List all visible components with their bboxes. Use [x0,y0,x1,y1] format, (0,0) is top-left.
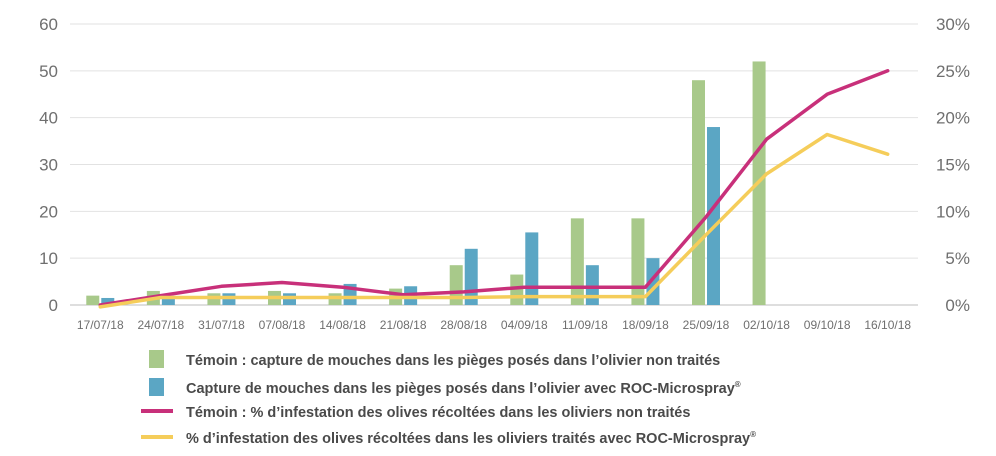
y-tick-left: 0 [49,296,58,315]
legend-swatch-control-infestation [141,409,173,413]
x-tick: 17/07/18 [77,318,124,332]
legend-label-treated-captures: Capture de mouches dans les pièges posés… [186,380,741,397]
y-tick-right: 20% [936,109,970,128]
y-tick-left: 50 [39,62,58,81]
x-tick: 18/09/18 [622,318,669,332]
legend-swatch-treated-infestation [141,435,173,439]
bar [449,265,463,305]
y-tick-left: 20 [39,202,58,221]
legend: Témoin : capture de mouches dans les piè… [141,350,756,447]
bar [631,218,645,305]
x-tick: 02/10/18 [743,318,790,332]
legend-label-control-infestation: Témoin : % d’infestation des olives réco… [186,405,690,421]
legend-label-treated-infestation: % d’infestation des olives récoltées dan… [186,430,756,447]
x-tick: 04/09/18 [501,318,548,332]
series-line [98,69,890,307]
x-tick: 14/08/18 [319,318,366,332]
y-axis-right-ticks: 0% 5% 10% 15% 20% 25% 30% [936,15,970,315]
bar [570,218,584,305]
x-tick: 24/07/18 [137,318,184,332]
x-tick: 07/08/18 [259,318,306,332]
x-tick: 25/09/18 [683,318,730,332]
y-tick-right: 30% [936,15,970,34]
y-tick-left: 40 [39,109,58,128]
legend-item-treated-captures: Capture de mouches dans les pièges posés… [149,378,741,397]
x-tick: 09/10/18 [804,318,851,332]
bar [707,127,720,306]
legend-swatch-control-captures [149,350,164,368]
y-tick-right: 0% [945,296,970,315]
legend-item-treated-infestation: % d’infestation des olives récoltées dan… [141,430,756,447]
bar [525,232,539,305]
bar [585,265,599,305]
y-tick-right: 5% [945,249,970,268]
y-tick-right: 10% [936,202,970,221]
bar [161,297,175,305]
y-tick-left: 60 [39,15,58,34]
legend-swatch-treated-captures [149,378,164,396]
y-tick-right: 15% [936,156,970,175]
legend-item-control-infestation: Témoin : % d’infestation des olives réco… [141,405,690,421]
series-line [98,132,890,309]
y-tick-right: 25% [936,62,970,81]
bar [86,295,100,305]
infestation-lines [98,69,890,309]
y-axis-left-ticks: 0 10 20 30 40 50 60 [39,15,58,315]
gridlines [70,23,918,306]
x-tick: 11/09/18 [562,318,608,332]
x-tick: 28/08/18 [440,318,487,332]
bar [692,80,705,305]
bars-treated-captures [101,127,720,306]
x-tick: 21/08/18 [380,318,427,332]
bar [101,297,115,305]
x-tick: 31/07/18 [198,318,245,332]
legend-label-control-captures: Témoin : capture de mouches dans les piè… [186,353,720,369]
x-axis-ticks: 17/07/18 24/07/18 31/07/18 07/08/18 14/08/18… [77,318,911,332]
legend-item-control-captures: Témoin : capture de mouches dans les piè… [149,350,720,369]
y-tick-left: 10 [39,249,58,268]
x-tick: 16/10/18 [864,318,911,332]
y-tick-left: 30 [39,156,58,175]
